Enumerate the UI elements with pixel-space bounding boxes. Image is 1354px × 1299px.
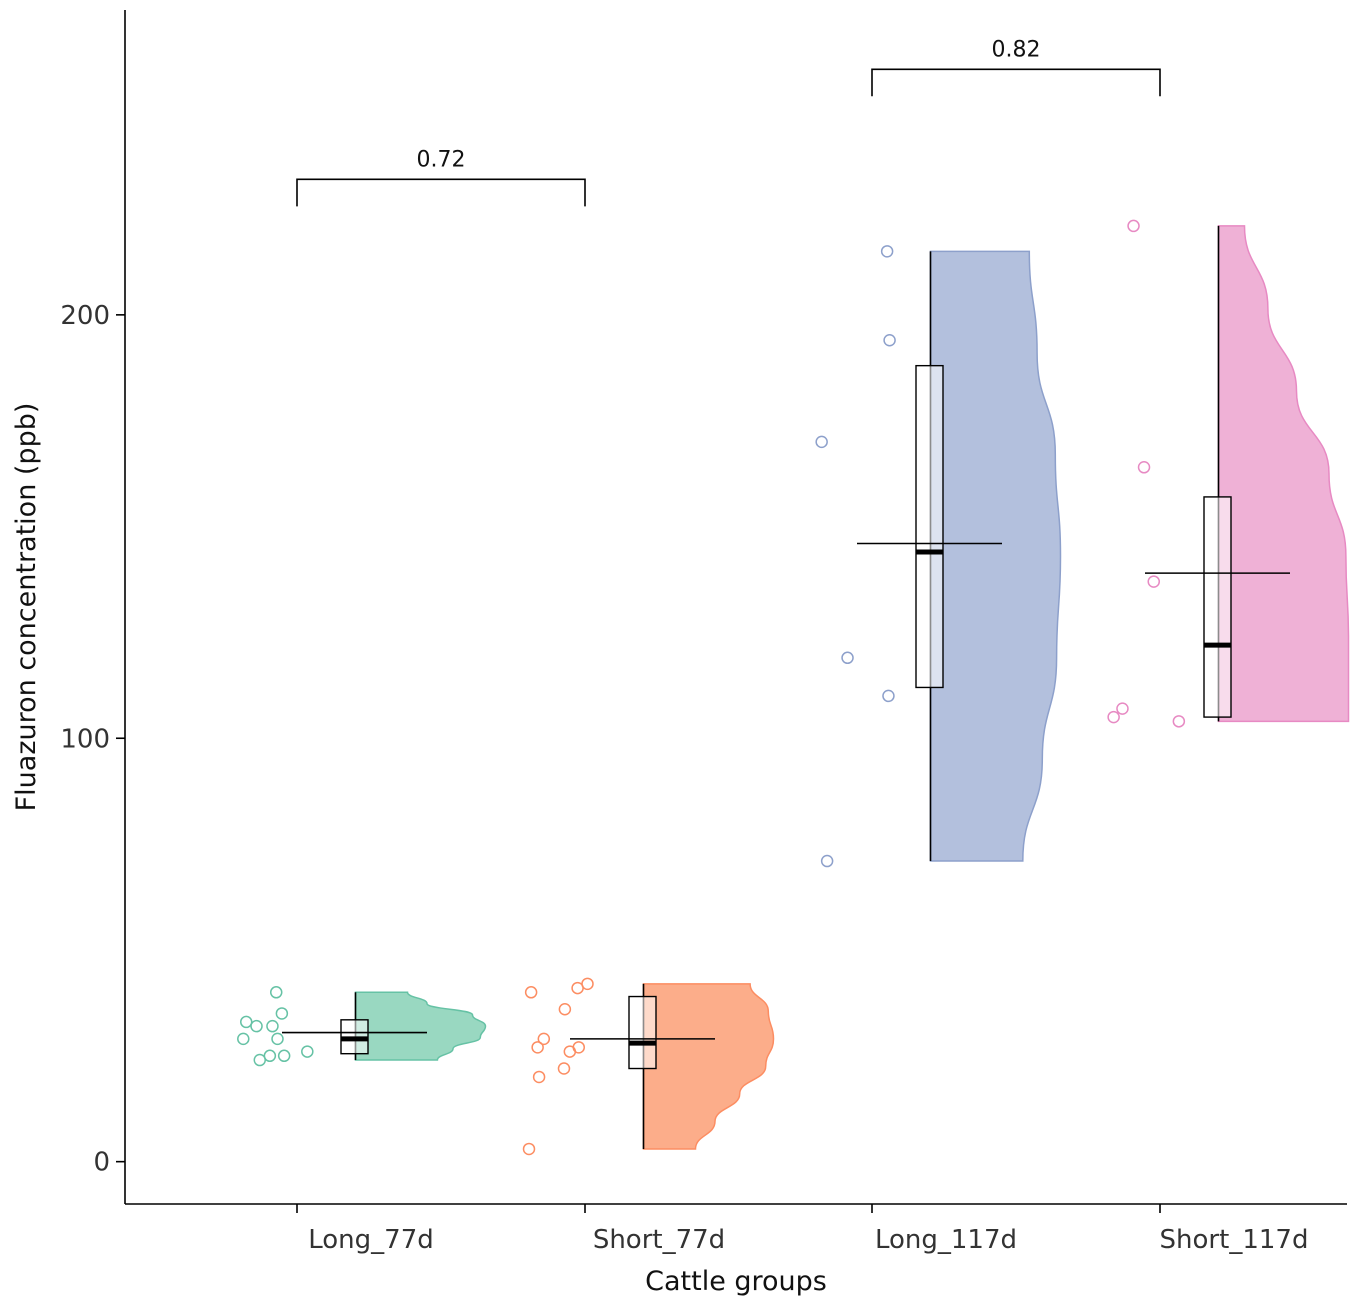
data-point — [1172, 715, 1186, 728]
boxplots — [340, 225, 1232, 1149]
comparison-bracket — [871, 68, 1161, 97]
data-point — [558, 1002, 572, 1016]
data-point — [301, 1045, 314, 1058]
data-point — [1147, 575, 1160, 588]
data-point — [1116, 702, 1129, 715]
data-point — [563, 1045, 577, 1058]
p-value-label: 0.72 — [417, 147, 466, 172]
density-cloud-Long_117d — [929, 250, 1062, 862]
y-ticks: 0 100 200 — [60, 301, 125, 1178]
data-point — [253, 1053, 267, 1067]
comparison-brackets: 0.72 0.82 — [296, 37, 1161, 207]
data-point — [277, 1049, 291, 1063]
x-tick-label: Short_77d — [593, 1225, 725, 1255]
data-point — [532, 1070, 546, 1084]
data-point — [537, 1032, 551, 1046]
data-point — [815, 435, 828, 449]
data-point — [531, 1041, 544, 1054]
data-point — [263, 1049, 277, 1063]
y-tick-label: 200 — [60, 301, 110, 331]
p-value-label: 0.82 — [992, 37, 1041, 62]
data-point — [522, 1142, 536, 1156]
data-point — [524, 986, 538, 999]
data-point — [820, 854, 834, 868]
data-point — [571, 981, 584, 995]
data-point — [883, 334, 896, 347]
data-point — [841, 651, 854, 665]
axes — [124, 10, 1347, 1205]
density-cloud-Short_77d — [642, 983, 775, 1150]
y-axis-title: Fluazuron concentration (ppb) — [11, 403, 42, 812]
data-point — [271, 1032, 284, 1046]
data-point — [1107, 710, 1120, 724]
data-point — [237, 1032, 250, 1046]
x-tick-label: Long_117d — [875, 1225, 1017, 1255]
data-point — [880, 245, 894, 258]
data-point — [557, 1062, 571, 1075]
data-points — [237, 219, 1186, 1156]
comparison-bracket — [296, 178, 586, 207]
data-point — [239, 1015, 253, 1029]
box-Short_77d — [628, 995, 657, 1070]
data-point — [275, 1007, 289, 1020]
density-cloud-Short_117d — [1217, 225, 1350, 723]
data-point — [1137, 461, 1151, 474]
density-clouds — [354, 225, 1350, 1150]
density-cloud-Long_77d — [354, 991, 487, 1061]
box-Short_117d — [1203, 496, 1232, 718]
y-tick-label: 100 — [60, 724, 110, 754]
x-axis-title: Cattle groups — [645, 1266, 827, 1297]
data-point — [250, 1019, 263, 1033]
data-point — [1127, 219, 1140, 233]
y-tick-label: 0 — [93, 1148, 110, 1178]
data-point — [266, 1019, 279, 1033]
x-tick-label: Long_77d — [308, 1225, 434, 1255]
data-point — [882, 689, 895, 703]
box-Long_117d — [915, 364, 944, 689]
x-ticks: Long_77d Short_77d Long_117d Short_117d — [296, 1204, 1309, 1255]
data-point — [269, 986, 283, 999]
mean-lines — [282, 542, 1290, 1040]
x-tick-label: Short_117d — [1160, 1225, 1309, 1255]
